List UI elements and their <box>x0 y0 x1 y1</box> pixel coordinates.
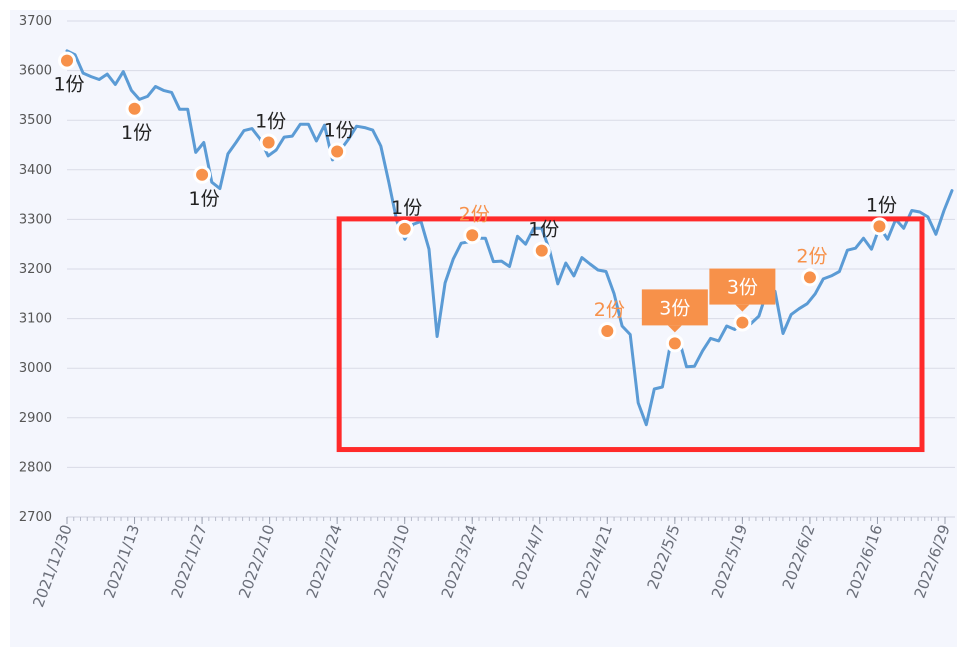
marker-dot <box>803 271 816 284</box>
marker-layer: 1份 1份 1份 1份 1份 1份 2份 1份 2份 3份 3份 2份 1份 <box>53 51 897 353</box>
y-tick-label: 2900 <box>19 411 52 426</box>
y-tick-label: 3300 <box>19 212 52 227</box>
marker-dot <box>398 222 411 235</box>
y-tick-label: 2800 <box>19 460 52 475</box>
marker-label-box <box>641 289 708 326</box>
marker-label: 1份 <box>391 197 422 219</box>
grid-lines <box>67 20 955 518</box>
marker-dot <box>668 337 681 350</box>
marker-label: 1份 <box>189 188 220 210</box>
marker-label: 1份 <box>121 122 152 144</box>
series-layer <box>65 49 954 427</box>
marker-dot <box>466 229 479 242</box>
y-tick-label: 3200 <box>19 262 52 277</box>
marker-label: 2份 <box>796 245 827 267</box>
marker-dot <box>601 325 614 337</box>
y-tick-label: 3500 <box>19 113 52 128</box>
y-tick-label: 3400 <box>19 163 52 178</box>
marker-label: 1份 <box>324 119 355 141</box>
marker-label: 3份 <box>659 297 690 319</box>
marker-label: 1份 <box>53 74 84 96</box>
marker-dot <box>873 220 886 233</box>
marker-dot <box>535 244 548 257</box>
y-tick-label: 2700 <box>19 510 52 525</box>
marker-dot <box>196 168 209 181</box>
y-tick-label: 3100 <box>19 312 52 327</box>
marker-label: 3份 <box>727 277 758 299</box>
y-axis: 2700 2800 2900 3000 3100 3200 3300 3400 3500 3600… <box>19 14 52 525</box>
marker-dot <box>736 316 749 329</box>
y-tick-label: 3600 <box>19 64 52 79</box>
series-line <box>65 49 954 427</box>
marker-label-pointer <box>735 304 750 312</box>
highlight-layer <box>336 216 925 453</box>
marker-dot <box>128 102 141 115</box>
marker-label-box <box>709 268 776 305</box>
plot-background <box>10 10 957 647</box>
marker-dot <box>61 54 73 67</box>
marker-label: 1份 <box>255 111 286 133</box>
highlight-box <box>336 216 925 453</box>
y-tick-label: 3700 <box>19 14 52 29</box>
marker-dot <box>262 136 275 149</box>
marker-label: 2份 <box>459 203 490 225</box>
marker-label: 2份 <box>594 299 625 321</box>
marker-dot <box>331 145 344 158</box>
marker-label-pointer <box>667 325 682 333</box>
marker-label: 1份 <box>866 194 897 216</box>
y-tick-label: 3000 <box>19 361 52 376</box>
marker-label: 1份 <box>528 219 559 241</box>
